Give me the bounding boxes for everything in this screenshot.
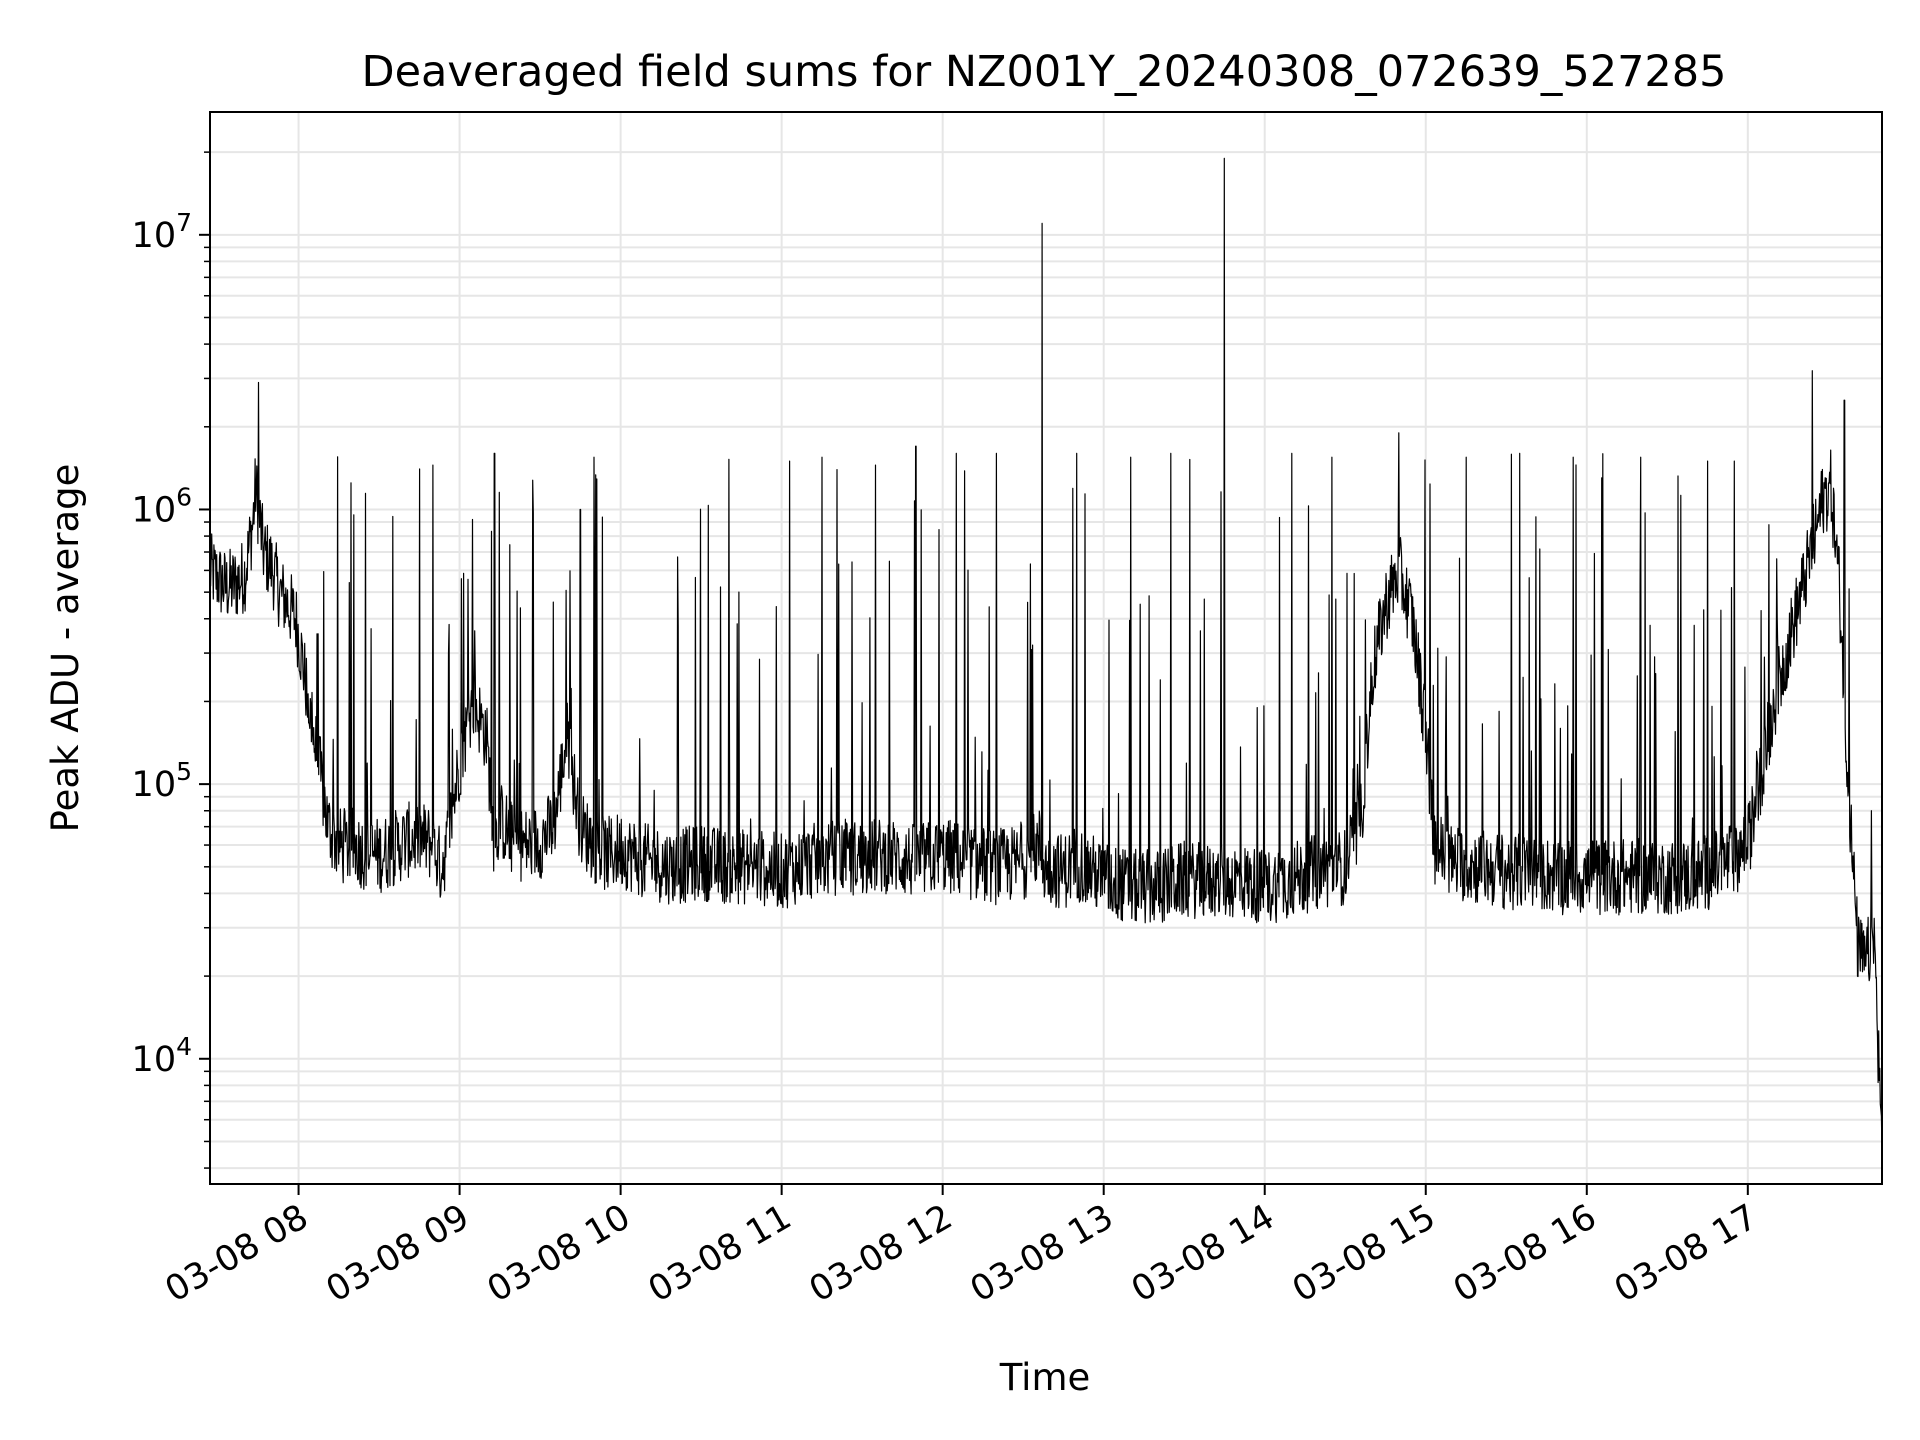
data-layer [209,157,1883,1153]
y-tick-exponent: 5 [176,757,192,786]
y-tick-exponent: 4 [176,1032,192,1061]
y-tick-base: 10 [132,490,177,530]
y-tick-base: 10 [132,216,177,256]
y-tick-base: 10 [132,765,177,805]
y-tick-label: 105 [132,757,192,805]
y-tick-label: 104 [132,1032,192,1080]
y-tick-base: 10 [132,1040,177,1080]
y-tick-exponent: 6 [176,482,192,511]
plot-frame [209,111,1883,1185]
x-axis-label: Time [999,1356,1091,1399]
chart-title: Deaveraged field sums for NZ001Y_2024030… [361,47,1726,97]
y-tick-label: 106 [132,482,192,530]
y-tick-exponent: 7 [176,208,192,237]
y-tick-label: 107 [132,208,192,256]
y-axis-label: Peak ADU - average [44,464,87,833]
series-line [209,157,1883,1153]
